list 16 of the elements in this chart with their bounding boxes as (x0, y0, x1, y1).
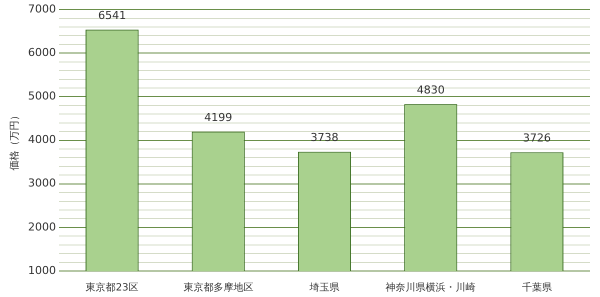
y-tick-label: 2000 (28, 220, 56, 234)
y-tick-label: 5000 (28, 90, 56, 103)
y-tick-label: 4000 (28, 133, 56, 146)
y-tick-label: 6000 (28, 46, 56, 60)
y-tick-label: 1000 (28, 264, 56, 277)
x-tick-label: 東京都23区 (86, 282, 138, 294)
data-label: 6541 (98, 8, 126, 22)
x-tick-label: 神奈川県横浜・川崎 (386, 282, 476, 294)
y-tick-label: 3000 (28, 176, 56, 190)
y-tick-label: 7000 (28, 2, 56, 16)
x-tick-label: 千葉県 (522, 282, 552, 294)
x-tick-label: 埼玉県 (308, 282, 340, 294)
x-tick-label: 東京都多摩地区 (183, 282, 254, 294)
data-label: 4199 (204, 110, 232, 124)
y-axis-title: 価格（万円） (8, 110, 21, 170)
data-label: 4830 (416, 84, 445, 96)
